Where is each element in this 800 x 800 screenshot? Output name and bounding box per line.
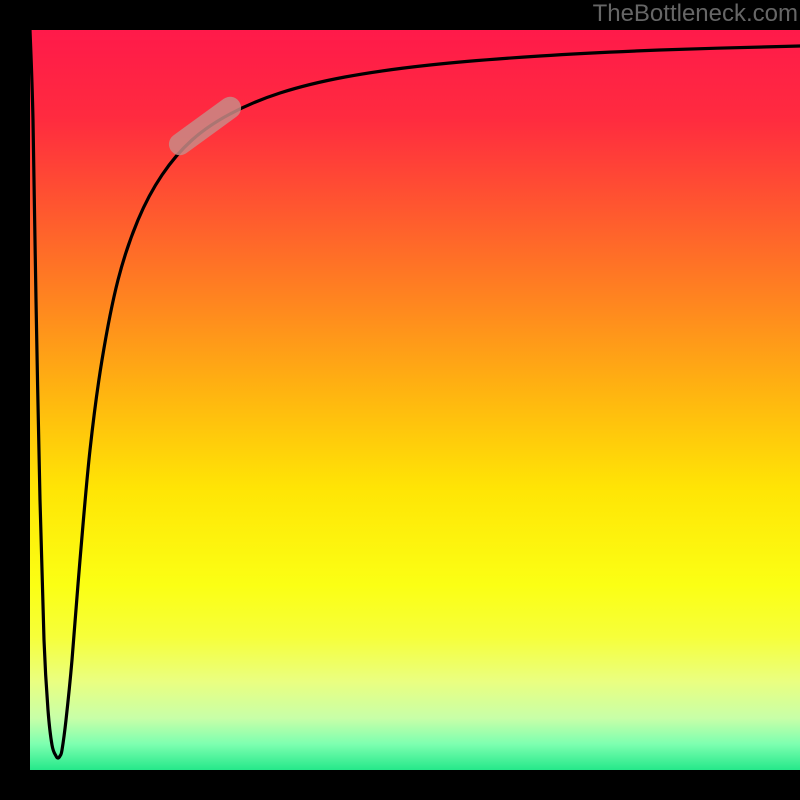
attribution-text: TheBottleneck.com — [593, 0, 798, 28]
chart-container: TheBottleneck.com — [0, 0, 800, 800]
plot-border — [0, 0, 800, 800]
